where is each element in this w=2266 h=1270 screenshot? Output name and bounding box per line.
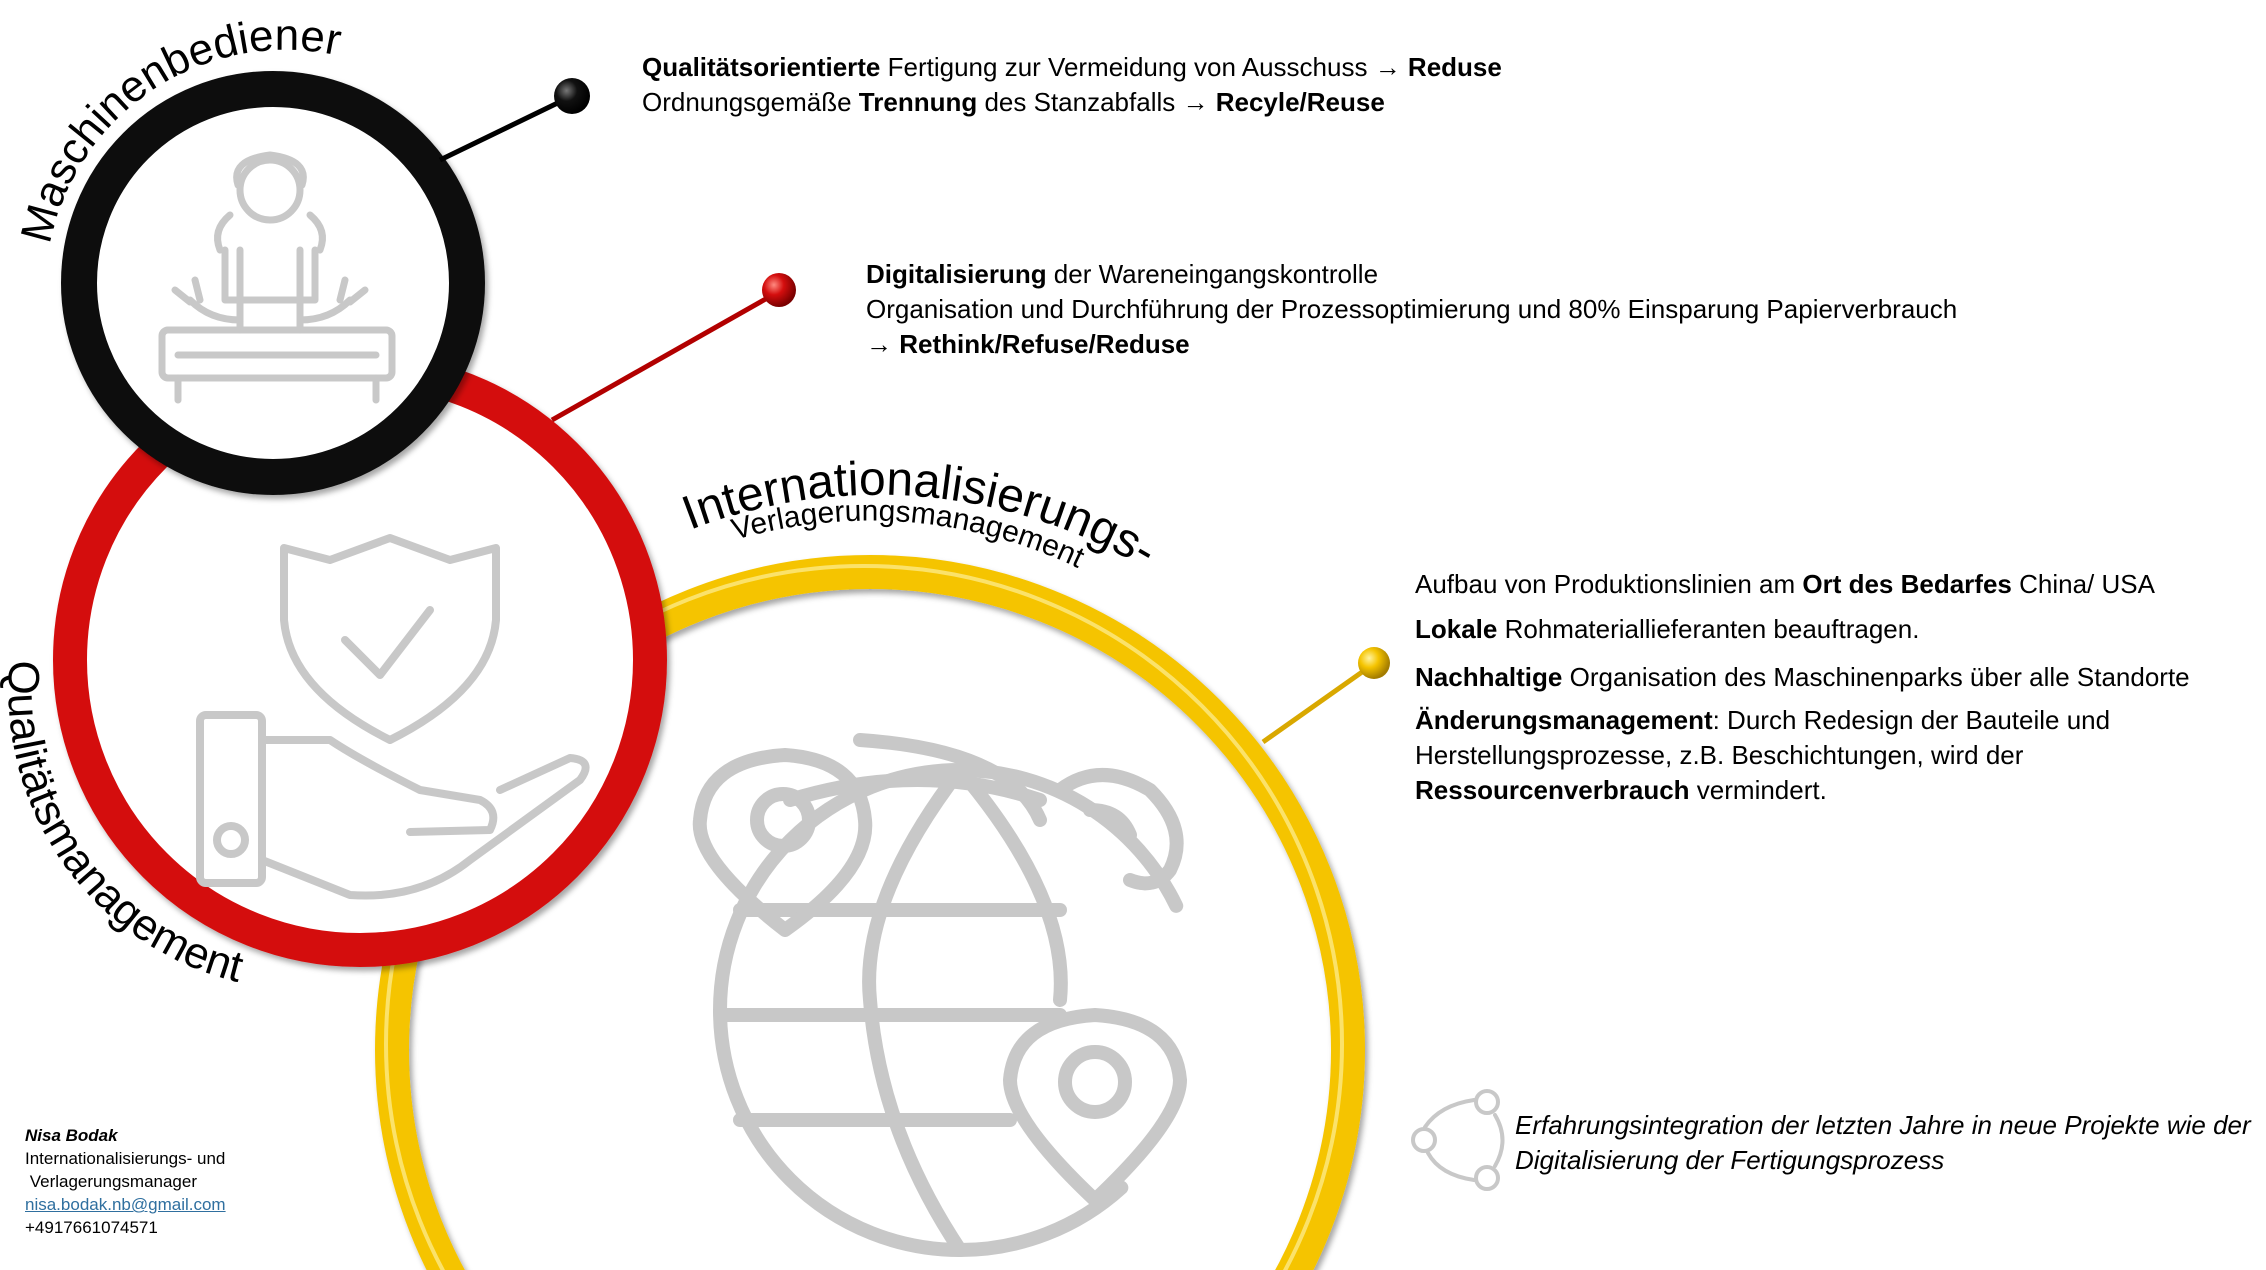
operator-line-2: Ordnungsgemäße Trennung des Stanzabfalls… [642, 85, 1502, 120]
emphasis-text: Änderungsmanagement [1415, 705, 1713, 735]
contact-title-1: Internationalisierungs- und [25, 1149, 226, 1168]
globe-location-pins-icon [692, 733, 1207, 1257]
body-text: Rohmateriallieferanten beauftragen. [1497, 614, 1920, 644]
emphasis-text: Recyle/Reuse [1215, 87, 1385, 117]
international-text-block: Aufbau von Produktionslinien am Ort des … [1415, 567, 2245, 808]
operator-text-block: Qualitätsorientierte Fertigung zur Verme… [642, 50, 1502, 120]
contact-email-link[interactable]: nisa.bodak.nb@gmail.com [25, 1195, 226, 1214]
body-text: vermindert. [1689, 775, 1827, 805]
body-text: → [1374, 52, 1408, 82]
emphasis-text: Ort des Bedarfes [1802, 569, 2012, 599]
internationalization-ring [375, 555, 1365, 1270]
body-text: Organisation und Durchführung der Prozes… [866, 294, 1958, 324]
hand-shield-check-icon [196, 534, 590, 900]
body-text: der Wareneingangskontrolle [1046, 259, 1379, 289]
pin-international [1261, 647, 1390, 745]
international-line-3: Nachhaltige Organisation des Maschinenpa… [1415, 660, 2245, 695]
emphasis-text: Qualitätsorientierte [642, 52, 881, 82]
emphasis-text: Digitalisierung [866, 259, 1047, 289]
body-text: Aufbau von Produktionslinien am [1415, 569, 1803, 599]
emphasis-text: Rethink/Refuse/Reduse [899, 329, 1190, 359]
body-text: China/ USA [2011, 569, 2155, 599]
lesson-text: Erfahrungsintegration der letzten Jahre … [1515, 1108, 2255, 1178]
quality-line-1: Digitalisierung der Wareneingangskontrol… [866, 257, 1957, 292]
emphasis-text: Ressourcenverbrauch [1415, 775, 1690, 805]
pin-quality [550, 273, 796, 423]
lesson-text-content: Erfahrungsintegration der letzten Jahre … [1515, 1110, 2251, 1175]
emphasis-text: Reduse [1407, 52, 1502, 82]
quality-line-3: → Rethink/Refuse/Reduse [866, 327, 1957, 362]
cycle-arrows-icon [1411, 1089, 1505, 1191]
pin-operator [438, 78, 590, 163]
body-text: Organisation des Maschinenparks über all… [1562, 662, 2190, 692]
quality-text-block: Digitalisierung der Wareneingangskontrol… [866, 257, 1957, 362]
body-text: → [866, 329, 900, 359]
body-text: Fertigung zur Vermeidung von Ausschuss [880, 52, 1375, 82]
contact-name: Nisa Bodak [25, 1126, 118, 1145]
contact-title-2: Verlagerungsmanager [25, 1172, 198, 1191]
emphasis-text: Trennung [858, 87, 978, 117]
emphasis-text: Nachhaltige [1415, 662, 1563, 692]
body-text: : Durch Redesign der Bauteile und Herste… [1415, 705, 2111, 770]
contact-block: Nisa Bodak Internationalisierungs- und V… [25, 1124, 226, 1239]
operator-ring [61, 71, 485, 495]
body-text: des Stanzabfalls [977, 87, 1183, 117]
body-text: Ordnungsgemäße [642, 87, 859, 117]
contact-phone: +4917661074571 [25, 1218, 158, 1237]
operator-line-1: Qualitätsorientierte Fertigung zur Verme… [642, 50, 1502, 85]
international-line-4: Änderungsmanagement: Durch Redesign der … [1415, 703, 2195, 808]
international-line-1: Aufbau von Produktionslinien am Ort des … [1415, 567, 2245, 602]
emphasis-text: Lokale [1415, 614, 1498, 644]
machine-operator-icon [158, 151, 396, 404]
quality-line-2: Organisation und Durchführung der Prozes… [866, 292, 1957, 327]
body-text: → [1182, 87, 1216, 117]
international-line-2: Lokale Rohmateriallieferanten beauftrage… [1415, 612, 2245, 647]
